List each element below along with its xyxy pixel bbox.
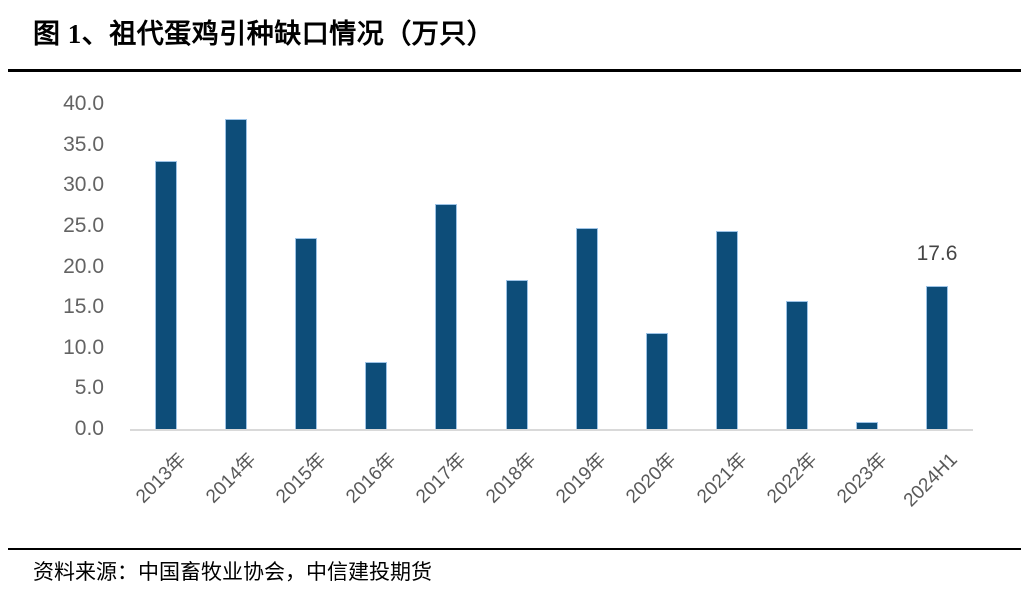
y-tick-label-25.0: 25.0 <box>63 213 104 237</box>
y-axis: 40.0 35.0 30.0 25.0 20.0 15.0 10.0 5.0 0.0 <box>0 0 104 460</box>
figure-title: 图 1、祖代蛋鸡引种缺口情况（万只） <box>33 19 495 49</box>
x-tick-label-2017年: 2017年 <box>412 449 471 508</box>
footer-divider-line <box>8 548 1021 550</box>
bar-2021年 <box>715 230 738 429</box>
x-tick-label-2024H1: 2024H1 <box>899 449 962 512</box>
x-tick-label-2022年: 2022年 <box>762 449 822 508</box>
y-tick-label-30.0: 30.0 <box>63 173 104 197</box>
data-label-2024H1: 17.6 <box>916 242 958 265</box>
bar-2024H1 <box>926 286 949 429</box>
y-tick-label-35.0: 35.0 <box>63 132 104 156</box>
y-tick-label-40.0: 40.0 <box>63 92 104 115</box>
bar-2017年 <box>435 203 458 429</box>
y-tick-label-0.0: 0.0 <box>74 417 104 440</box>
x-tick-label-2018年: 2018年 <box>482 449 541 508</box>
x-tick-label-2019年: 2019年 <box>552 449 611 508</box>
bar-2019年 <box>575 227 598 429</box>
y-tick-label-15.0: 15.0 <box>63 295 104 319</box>
x-tick-label-2016年: 2016年 <box>342 449 401 508</box>
bar-chart: 40.0 35.0 30.0 25.0 20.0 15.0 10.0 5.0 0.0 2013年… <box>0 0 973 512</box>
x-tick-label-2021年: 2021年 <box>692 449 751 508</box>
bar-2013年 <box>155 160 177 429</box>
x-tick-label-2014年: 2014年 <box>202 449 261 508</box>
bar-2023年 <box>856 421 878 429</box>
bar-2020年 <box>645 333 668 429</box>
y-tick-label-5.0: 5.0 <box>74 376 104 400</box>
y-tick-label-10.0: 10.0 <box>63 335 104 359</box>
x-tick-label-2015年: 2015年 <box>272 449 331 508</box>
y-tick-label-20.0: 20.0 <box>63 254 104 278</box>
bar-2018年 <box>505 280 528 429</box>
x-tick-label-2013年: 2013年 <box>131 449 191 508</box>
bar-2015年 <box>295 238 318 429</box>
plot-area <box>130 104 973 431</box>
title-divider-line <box>8 69 1021 72</box>
source-note: 资料来源：中国畜牧业协会，中信建投期货 <box>33 560 432 584</box>
x-tick-label-2020年: 2020年 <box>622 449 681 508</box>
x-axis-line <box>130 429 973 431</box>
bar-2022年 <box>785 300 808 429</box>
bar-2016年 <box>365 361 388 429</box>
x-tick-label-2023年: 2023年 <box>832 449 892 508</box>
bar-2014年 <box>225 118 248 429</box>
